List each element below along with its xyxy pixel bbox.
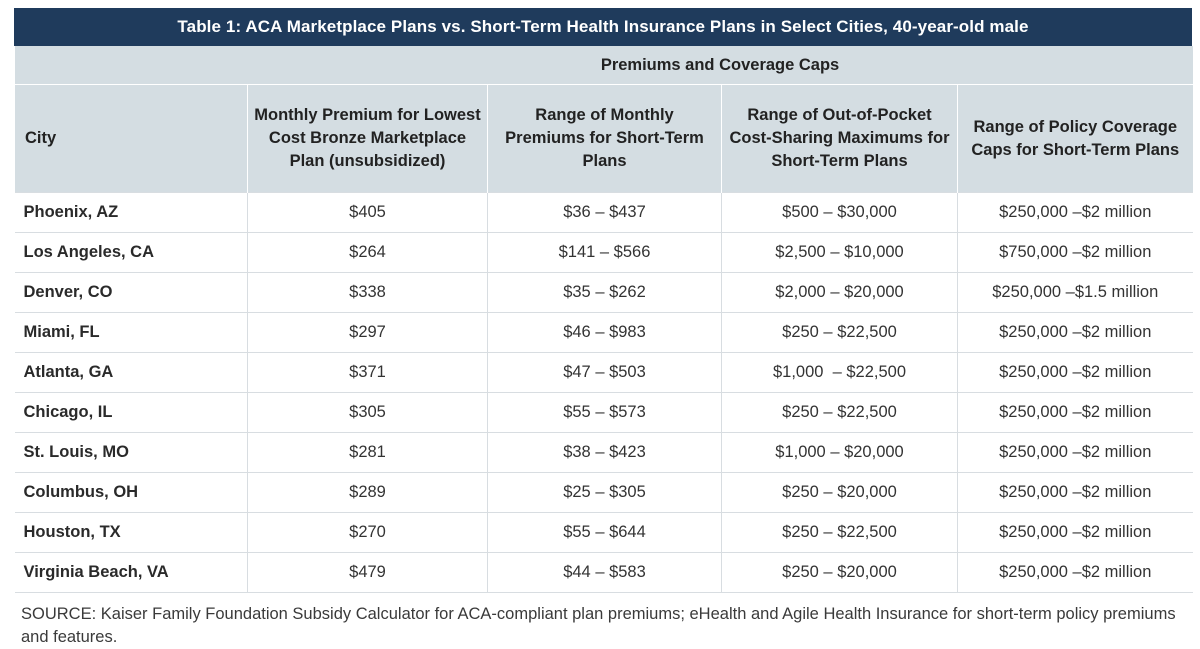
bronze-premium-cell: $479 xyxy=(247,552,488,593)
table-body: Phoenix, AZ $405 $36 – $437 $500 – $30,0… xyxy=(14,192,1193,593)
short-term-premium-cell: $55 – $644 xyxy=(487,512,722,553)
oop-maximum-cell: $500 – $30,000 xyxy=(721,192,958,233)
oop-maximum-cell: $2,500 – $10,000 xyxy=(721,232,958,273)
city-cell: Atlanta, GA xyxy=(14,352,248,393)
coverage-cap-cell: $250,000 –$2 million xyxy=(956,432,1193,473)
short-term-premium-cell: $44 – $583 xyxy=(487,552,722,593)
city-cell: Columbus, OH xyxy=(14,472,248,513)
city-cell: Phoenix, AZ xyxy=(14,192,248,233)
column-header-coverage-caps: Range of Policy Coverage Caps for Short-… xyxy=(956,84,1193,193)
bronze-premium-cell: $281 xyxy=(247,432,488,473)
table-row: Houston, TX $270 $55 – $644 $250 – $22,5… xyxy=(14,512,1193,553)
column-header-city: City xyxy=(14,84,248,193)
short-term-premium-cell: $35 – $262 xyxy=(487,272,722,313)
oop-maximum-cell: $1,000 – $20,000 xyxy=(721,432,958,473)
table-row: Denver, CO $338 $35 – $262 $2,000 – $20,… xyxy=(14,272,1193,313)
oop-maximum-cell: $250 – $22,500 xyxy=(721,392,958,433)
oop-maximum-cell: $250 – $20,000 xyxy=(721,552,958,593)
bronze-premium-cell: $405 xyxy=(247,192,488,233)
city-cell: Virginia Beach, VA xyxy=(14,552,248,593)
bronze-premium-cell: $371 xyxy=(247,352,488,393)
city-cell: Houston, TX xyxy=(14,512,248,553)
coverage-cap-cell: $250,000 –$2 million xyxy=(956,352,1193,393)
table-row: Miami, FL $297 $46 – $983 $250 – $22,500… xyxy=(14,312,1193,353)
bronze-premium-cell: $270 xyxy=(247,512,488,553)
column-header-oop-maximums: Range of Out-of-Pocket Cost-Sharing Maxi… xyxy=(721,84,958,193)
coverage-cap-cell: $250,000 –$2 million xyxy=(956,312,1193,353)
short-term-premium-cell: $141 – $566 xyxy=(487,232,722,273)
city-cell: Miami, FL xyxy=(14,312,248,353)
coverage-cap-cell: $750,000 –$2 million xyxy=(956,232,1193,273)
city-cell: Denver, CO xyxy=(14,272,248,313)
bronze-premium-cell: $289 xyxy=(247,472,488,513)
city-cell: St. Louis, MO xyxy=(14,432,248,473)
comparison-table: Premiums and Coverage Caps City Monthly … xyxy=(14,46,1193,593)
short-term-premium-cell: $55 – $573 xyxy=(487,392,722,433)
coverage-cap-cell: $250,000 –$2 million xyxy=(956,192,1193,233)
source-note: SOURCE: Kaiser Family Foundation Subsidy… xyxy=(21,605,1176,646)
table-row: Chicago, IL $305 $55 – $573 $250 – $22,5… xyxy=(14,392,1193,433)
column-header-row: City Monthly Premium for Lowest Cost Bro… xyxy=(14,84,1193,193)
short-term-premium-cell: $25 – $305 xyxy=(487,472,722,513)
oop-maximum-cell: $2,000 – $20,000 xyxy=(721,272,958,313)
city-cell: Chicago, IL xyxy=(14,392,248,433)
bronze-premium-cell: $297 xyxy=(247,312,488,353)
column-header-short-term-premiums: Range of Monthly Premiums for Short-Term… xyxy=(487,84,722,193)
group-header: Premiums and Coverage Caps xyxy=(247,46,1193,85)
short-term-premium-cell: $47 – $503 xyxy=(487,352,722,393)
table-row: Columbus, OH $289 $25 – $305 $250 – $20,… xyxy=(14,472,1193,513)
oop-maximum-cell: $250 – $20,000 xyxy=(721,472,958,513)
coverage-cap-cell: $250,000 –$2 million xyxy=(956,472,1193,513)
bronze-premium-cell: $305 xyxy=(247,392,488,433)
bronze-premium-cell: $338 xyxy=(247,272,488,313)
bronze-premium-cell: $264 xyxy=(247,232,488,273)
short-term-premium-cell: $36 – $437 xyxy=(487,192,722,233)
coverage-cap-cell: $250,000 –$2 million xyxy=(956,512,1193,553)
group-header-row: Premiums and Coverage Caps xyxy=(14,46,1193,85)
coverage-cap-cell: $250,000 –$2 million xyxy=(956,392,1193,433)
comparison-table-container: Table 1: ACA Marketplace Plans vs. Short… xyxy=(14,8,1193,649)
coverage-cap-cell: $250,000 –$2 million xyxy=(956,552,1193,593)
oop-maximum-cell: $1,000 – $22,500 xyxy=(721,352,958,393)
column-header-bronze-premium: Monthly Premium for Lowest Cost Bronze M… xyxy=(247,84,488,193)
short-term-premium-cell: $38 – $423 xyxy=(487,432,722,473)
table-row: St. Louis, MO $281 $38 – $423 $1,000 – $… xyxy=(14,432,1193,473)
table-row: Phoenix, AZ $405 $36 – $437 $500 – $30,0… xyxy=(14,192,1193,233)
table-header: Premiums and Coverage Caps City Monthly … xyxy=(14,46,1193,193)
table-row: Los Angeles, CA $264 $141 – $566 $2,500 … xyxy=(14,232,1193,273)
table-row: Atlanta, GA $371 $47 – $503 $1,000 – $22… xyxy=(14,352,1193,393)
coverage-cap-cell: $250,000 –$1.5 million xyxy=(956,272,1193,313)
short-term-premium-cell: $46 – $983 xyxy=(487,312,722,353)
oop-maximum-cell: $250 – $22,500 xyxy=(721,512,958,553)
table-title: Table 1: ACA Marketplace Plans vs. Short… xyxy=(14,8,1192,46)
oop-maximum-cell: $250 – $22,500 xyxy=(721,312,958,353)
table-row: Virginia Beach, VA $479 $44 – $583 $250 … xyxy=(14,552,1193,593)
city-cell: Los Angeles, CA xyxy=(14,232,248,273)
